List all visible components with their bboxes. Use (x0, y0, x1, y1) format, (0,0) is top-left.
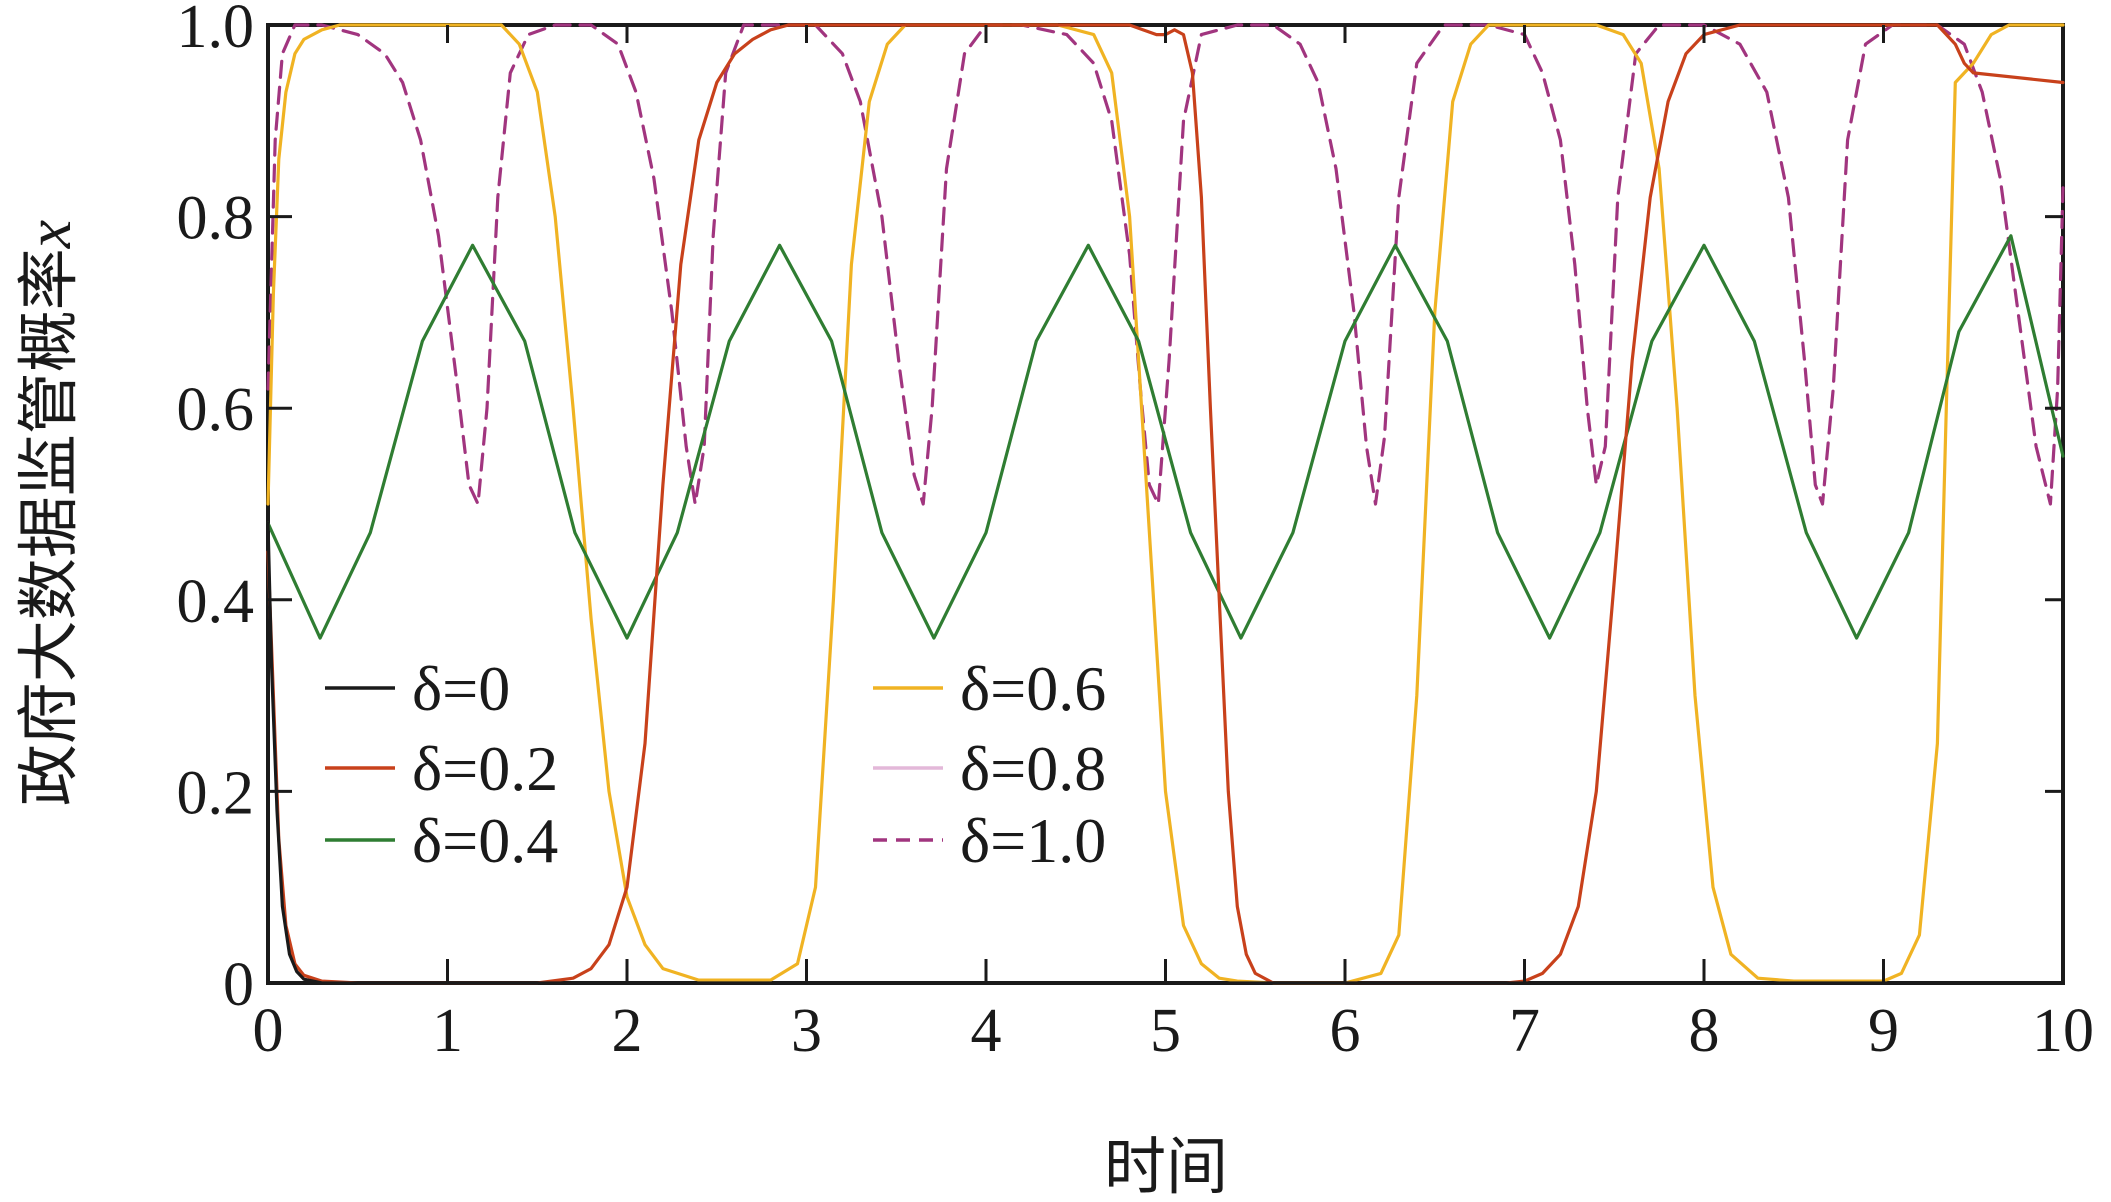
series-line (266, 23, 2065, 985)
y-tick-label: 1.0 (177, 0, 255, 61)
x-tick-label: 6 (1330, 997, 1361, 1065)
series-line (266, 23, 2065, 985)
x-tick-label: 4 (971, 997, 1002, 1065)
x-tick-label: 1 (432, 997, 463, 1065)
y-tick-label: 0.4 (177, 568, 255, 636)
series-line (266, 234, 2065, 640)
x-axis-title: 时间 (1104, 1130, 1228, 1202)
y-tick-label: 0.6 (177, 376, 255, 444)
x-tick-label: 0 (253, 997, 284, 1065)
y-tick-label: 0 (223, 951, 254, 1019)
x-tick-label: 7 (1509, 997, 1540, 1065)
axis-ticks: 0 1 2 3 4 5 6 7 8 9 10 0 0.2 0.4 0.6 0.8 1.0 (177, 0, 2095, 1065)
x-tick-label: 2 (612, 997, 643, 1065)
x-tick-label: 9 (1868, 997, 1899, 1065)
legend-label: δ=1.0 (960, 805, 1106, 876)
series-line (266, 23, 2065, 506)
legend-label: δ=0.8 (960, 733, 1106, 804)
y-tick-label: 0.2 (177, 759, 255, 827)
series-lines (266, 23, 2065, 985)
legend-label: δ=0.2 (412, 733, 558, 804)
legend-label: δ=0.6 (960, 653, 1106, 724)
y-tick-label: 0.8 (177, 185, 255, 253)
series-line (266, 521, 2065, 985)
x-tick-label: 5 (1150, 997, 1181, 1065)
legend: δ=0 δ=0.2δ=0.4 δ=0.6 δ=0.8δ=1.0 (325, 653, 1106, 876)
x-tick-label: 8 (1689, 997, 1720, 1065)
legend-label: δ=0.4 (412, 805, 558, 876)
legend-label: δ=0 (412, 653, 510, 724)
x-tick-label: 3 (791, 997, 822, 1065)
x-tick-label: 10 (2032, 997, 2094, 1065)
y-axis-title: 政府大数据监管概率x (12, 220, 85, 806)
